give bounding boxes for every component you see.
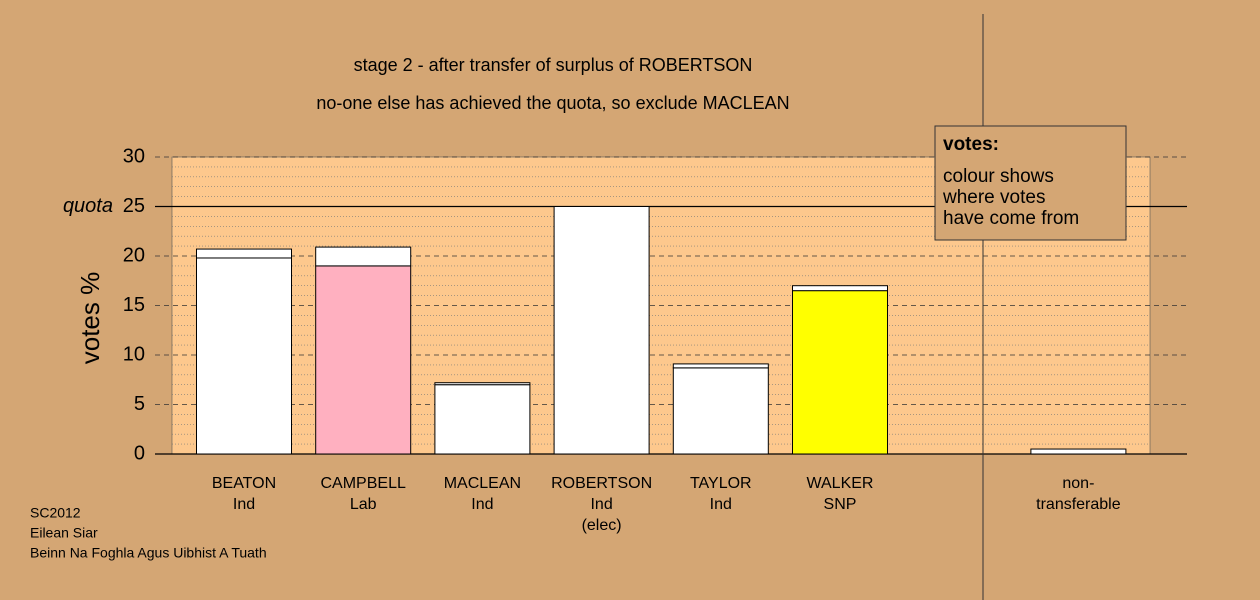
y-tick-label: 15 — [123, 294, 145, 316]
y-tick-label: 20 — [123, 244, 145, 266]
y-tick-label: 5 — [134, 393, 145, 415]
footer-text: Beinn Na Foghla Agus Uibhist A Tuath — [30, 545, 267, 561]
x-tick-label: CAMPBELL — [321, 475, 406, 492]
quota-label: quota — [63, 195, 113, 217]
x-tick-label: Ind — [471, 496, 493, 513]
x-tick-label: transferable — [1036, 496, 1121, 513]
y-axis-label: votes % — [75, 272, 105, 365]
y-tick-label: 0 — [134, 442, 145, 464]
y-tick-label: 10 — [123, 343, 145, 365]
x-tick-label: Ind — [233, 496, 255, 513]
legend-text: have come from — [943, 208, 1079, 229]
legend-text: where votes — [942, 187, 1045, 208]
bar-segment — [792, 290, 888, 455]
legend-box — [934, 125, 1127, 241]
bar-segment — [1030, 448, 1127, 455]
x-tick-label: SNP — [824, 496, 857, 513]
chart-title: stage 2 - after transfer of surplus of R… — [354, 55, 753, 75]
chart-subtitle: no-one else has achieved the quota, so e… — [316, 93, 789, 113]
bar-segment — [672, 363, 769, 369]
x-tick-label: WALKER — [807, 475, 874, 492]
bar-segment — [196, 257, 292, 455]
y-tick-label: 25 — [123, 195, 145, 217]
x-tick-label: Ind — [590, 496, 612, 513]
y-tick-label: 30 — [123, 145, 145, 167]
bar-segment — [434, 382, 531, 386]
bar-segment — [792, 285, 888, 292]
footer-text: Eilean Siar — [30, 525, 98, 541]
x-tick-label: non- — [1062, 475, 1094, 492]
x-tick-label: ROBERTSON — [551, 475, 652, 492]
bar-segment — [434, 384, 531, 455]
legend-title: votes: — [943, 134, 999, 155]
bar-segment — [553, 206, 650, 455]
bar-segment — [315, 265, 412, 455]
bar-segment — [315, 246, 412, 267]
x-tick-label: Lab — [350, 496, 377, 513]
x-tick-label: Ind — [710, 496, 732, 513]
x-tick-label: BEATON — [212, 475, 276, 492]
bar-segment — [196, 248, 292, 259]
bar-segment — [672, 367, 769, 455]
x-tick-label: TAYLOR — [690, 475, 752, 492]
legend-text: colour shows — [943, 166, 1054, 187]
x-tick-label: (elec) — [582, 517, 622, 534]
footer-text: SC2012 — [30, 505, 81, 521]
x-tick-label: MACLEAN — [444, 475, 521, 492]
